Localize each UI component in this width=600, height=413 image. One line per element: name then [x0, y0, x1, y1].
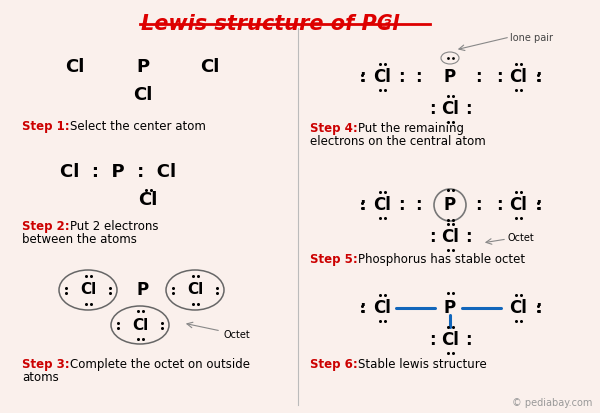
Text: P: P — [136, 58, 149, 76]
Text: :: : — [464, 100, 472, 118]
Text: Cl: Cl — [441, 228, 459, 246]
Text: Cl: Cl — [441, 100, 459, 118]
Text: :: : — [398, 196, 404, 214]
Text: :: : — [428, 228, 436, 246]
Text: Cl: Cl — [132, 318, 148, 332]
Text: :: : — [428, 100, 436, 118]
Text: Phosphorus has stable octet: Phosphorus has stable octet — [358, 253, 525, 266]
Text: Put 2 electrons: Put 2 electrons — [70, 220, 158, 233]
Text: atoms: atoms — [22, 371, 59, 384]
Text: :: : — [415, 196, 421, 214]
Text: P: P — [444, 299, 456, 317]
Text: :: : — [475, 196, 481, 214]
Text: Cl: Cl — [509, 196, 527, 214]
Text: Cl: Cl — [373, 299, 391, 317]
Text: Stable lewis structure: Stable lewis structure — [358, 358, 487, 371]
Text: :: : — [398, 68, 404, 86]
Text: :: : — [496, 196, 502, 214]
Text: Step 2:: Step 2: — [22, 220, 70, 233]
Text: :: : — [359, 68, 365, 86]
Text: :: : — [415, 68, 421, 86]
Text: Cl: Cl — [187, 282, 203, 297]
Text: P: P — [444, 196, 456, 214]
Text: Step 6:: Step 6: — [310, 358, 358, 371]
Text: Cl: Cl — [441, 331, 459, 349]
Text: Cl: Cl — [509, 68, 527, 86]
Text: Step 4:: Step 4: — [310, 122, 358, 135]
Text: Cl: Cl — [509, 299, 527, 317]
Text: Select the center atom: Select the center atom — [70, 120, 206, 133]
Text: Cl  :  P  :  Cl: Cl : P : Cl — [60, 163, 176, 181]
Text: :: : — [359, 196, 365, 214]
Text: Put the remaining: Put the remaining — [358, 122, 464, 135]
Text: Cl: Cl — [200, 58, 220, 76]
Text: P: P — [137, 281, 149, 299]
Text: electrons on the central atom: electrons on the central atom — [310, 135, 486, 148]
Text: Step 1:: Step 1: — [22, 120, 70, 133]
Text: Cl: Cl — [139, 191, 158, 209]
Text: Cl: Cl — [133, 86, 152, 104]
Text: P: P — [444, 68, 456, 86]
Text: Cl: Cl — [373, 68, 391, 86]
Text: lone pair: lone pair — [510, 33, 553, 43]
Text: :: : — [535, 196, 541, 214]
Text: Octet: Octet — [508, 233, 535, 243]
Text: :: : — [535, 68, 541, 86]
Text: Step 3:: Step 3: — [22, 358, 70, 371]
Text: :: : — [475, 68, 481, 86]
Text: Octet: Octet — [223, 330, 250, 340]
Text: Step 5:: Step 5: — [310, 253, 358, 266]
Text: between the atoms: between the atoms — [22, 233, 137, 246]
Text: Cl: Cl — [373, 196, 391, 214]
Text: :: : — [464, 228, 472, 246]
Text: :: : — [428, 331, 436, 349]
Text: 3: 3 — [383, 18, 392, 31]
Text: Lewis structure of PCl: Lewis structure of PCl — [141, 14, 399, 34]
Text: © pediabay.com: © pediabay.com — [512, 398, 592, 408]
Text: :: : — [535, 299, 541, 317]
Text: :: : — [496, 68, 502, 86]
Text: Complete the octet on outside: Complete the octet on outside — [70, 358, 250, 371]
Text: Cl: Cl — [80, 282, 96, 297]
Text: Cl: Cl — [65, 58, 85, 76]
Text: :: : — [359, 299, 365, 317]
Text: :: : — [464, 331, 472, 349]
